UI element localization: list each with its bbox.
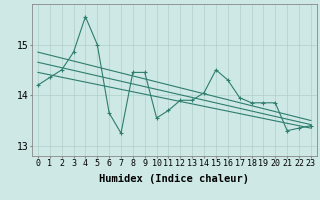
X-axis label: Humidex (Indice chaleur): Humidex (Indice chaleur)	[100, 174, 249, 184]
